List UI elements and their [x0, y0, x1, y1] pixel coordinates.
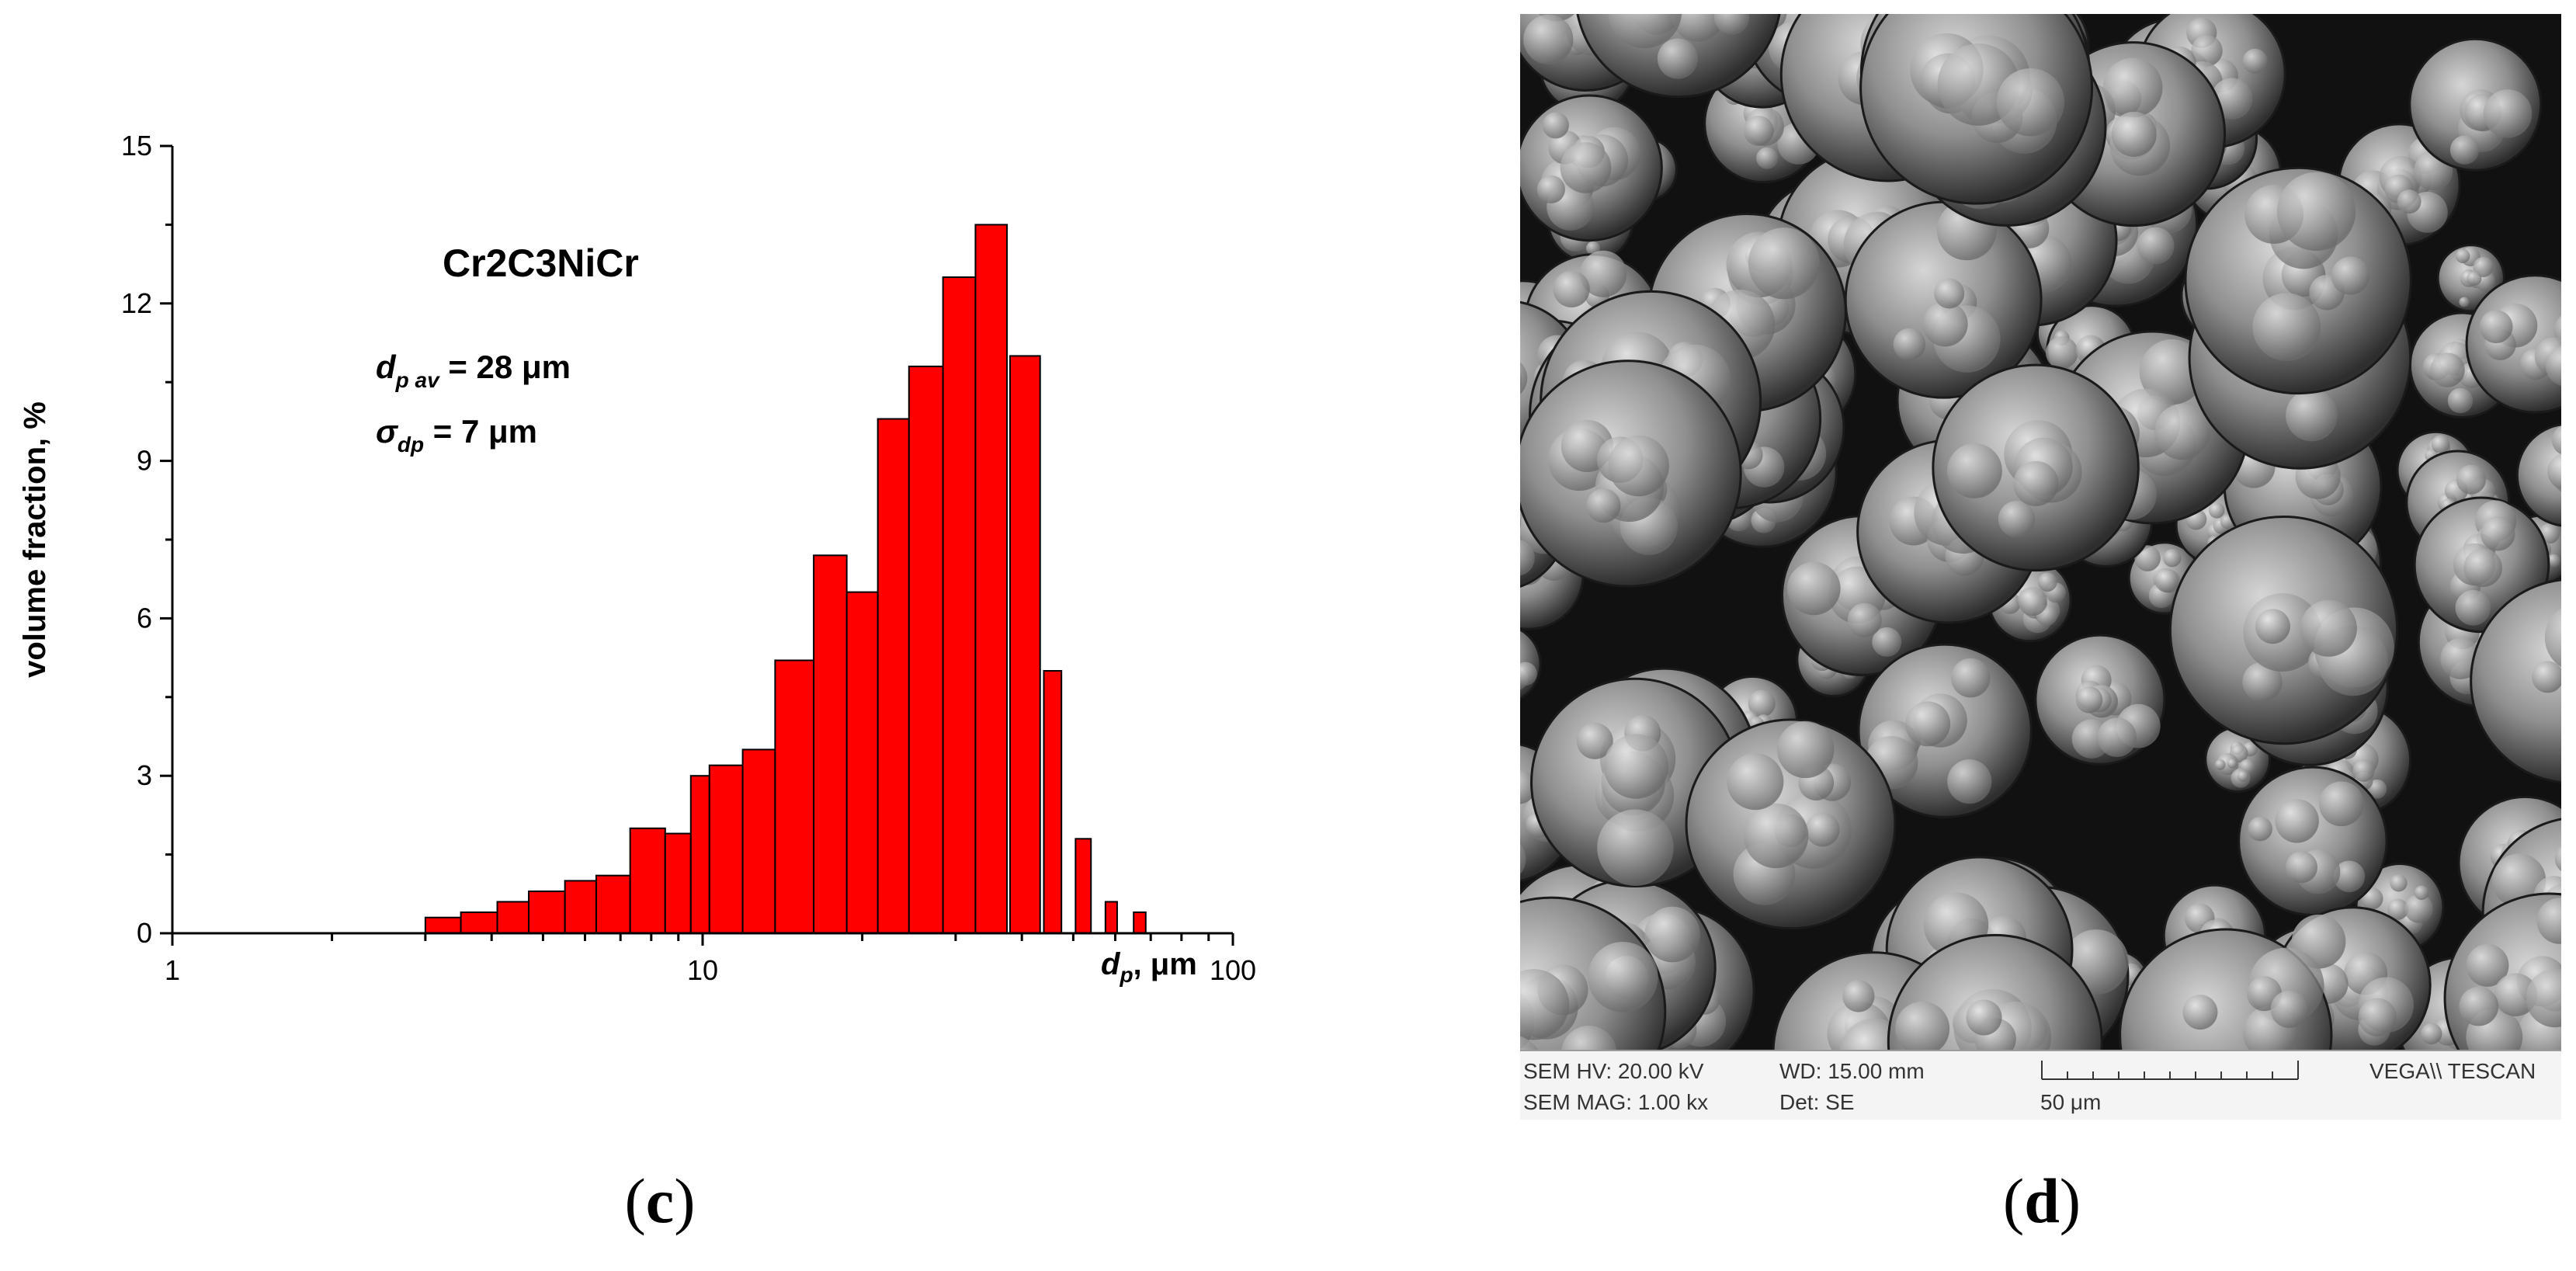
histogram-bar: [774, 659, 815, 934]
chart-title: Cr2C3NiCr: [443, 241, 639, 285]
sem-mag: SEM MAG: 1.00 kx: [1523, 1090, 1709, 1114]
histogram-bar: [528, 890, 566, 935]
histogram-bar: [664, 832, 692, 935]
powder-particle: [2034, 634, 2166, 766]
x-tick-label: 10: [687, 954, 718, 986]
sem-wd: WD: 15.00 mm: [1779, 1059, 1925, 1083]
sem-brand: VEGA\\ TESCAN: [2369, 1059, 2536, 1083]
x-tick-label: 100: [1210, 954, 1256, 986]
y-tick-label: 6: [137, 602, 152, 634]
histogram-bar: [845, 591, 879, 934]
y-tick-label: 0: [137, 917, 152, 949]
histogram-panel: 0 3 6 9 12 15 1 10 100 dp, μm volume fraction, % Cr…: [18, 130, 1256, 987]
std-dev-annotation: σdp = 7 μm: [376, 413, 537, 457]
powder-particle: [2119, 928, 2333, 1051]
panel-label-d: (d): [2002, 1165, 2081, 1236]
histogram-bar: [708, 764, 744, 934]
histogram-bar: [908, 365, 944, 935]
sem-info-bar: SEM HV: 20.00 kV WD: 15.00 mm VEGA\\ TES…: [1520, 1050, 2561, 1120]
powder-particle: [2184, 166, 2412, 395]
powder-particles-image: [1520, 14, 2561, 1051]
histogram-bar: [942, 276, 977, 934]
histogram-chart: 0 3 6 9 12 15 1 10 100 dp, μm volume fraction, % Cr…: [18, 130, 1256, 987]
y-axis-label: volume fraction, %: [18, 401, 52, 678]
histogram-bar: [1009, 355, 1041, 934]
x-tick-label: 1: [165, 954, 180, 986]
powder-particle: [2238, 766, 2388, 917]
scale-bar-label: 50 μm: [2040, 1090, 2102, 1114]
powder-particle: [1857, 643, 2033, 818]
histogram-bar: [595, 874, 631, 935]
powder-particle: [1520, 359, 1742, 588]
histogram-bar: [496, 901, 530, 934]
x-axis-label: dp, μm: [1101, 947, 1197, 987]
powder-particle: [1887, 933, 2103, 1051]
sem-hv: SEM HV: 20.00 kV: [1523, 1059, 1704, 1083]
histogram-bar: [877, 418, 910, 934]
powder-particle: [1520, 628, 1542, 700]
panel-label-c: (c): [624, 1165, 696, 1236]
powder-particle: [2168, 515, 2399, 745]
y-tick-label: 12: [121, 287, 152, 319]
powder-particle: [1530, 677, 1741, 887]
histogram-bar: [1074, 838, 1092, 934]
powder-particle: [2443, 892, 2561, 1051]
histogram-bar: [741, 748, 776, 935]
powder-particle: [1520, 896, 1667, 1051]
powder-particle: [1859, 14, 2093, 205]
powder-particle: [2465, 274, 2561, 414]
powder-particle: [1685, 718, 1897, 930]
powder-particle: [2408, 37, 2543, 172]
powder-particle: [1576, 14, 1781, 99]
sem-det: Det: SE: [1779, 1090, 1855, 1114]
powder-particle: [1520, 94, 1663, 242]
powder-particle: [1932, 363, 2140, 572]
powder-particle: [2413, 496, 2550, 634]
y-tick-label: 9: [137, 445, 152, 477]
histogram-bar: [424, 916, 462, 934]
mean-diameter-annotation: dp av = 28 μm: [376, 349, 571, 392]
histogram-bar: [1043, 670, 1063, 934]
powder-particle: [2515, 423, 2561, 527]
histogram-bar: [564, 880, 597, 935]
histogram-bar: [813, 554, 848, 935]
histogram-bar: [629, 827, 666, 935]
histogram-bar: [974, 224, 1009, 934]
histogram-bar: [460, 911, 498, 934]
histogram-bar: [689, 775, 710, 935]
y-tick-label: 3: [137, 759, 152, 791]
y-tick-label: 15: [121, 130, 152, 161]
sem-micrograph: SEM HV: 20.00 kV WD: 15.00 mm VEGA\\ TES…: [1520, 14, 2561, 1120]
scale-bar: [2041, 1061, 2299, 1080]
powder-particle: [2470, 578, 2561, 784]
histogram-bar: [1104, 901, 1118, 934]
histogram-bar: [1133, 911, 1147, 934]
